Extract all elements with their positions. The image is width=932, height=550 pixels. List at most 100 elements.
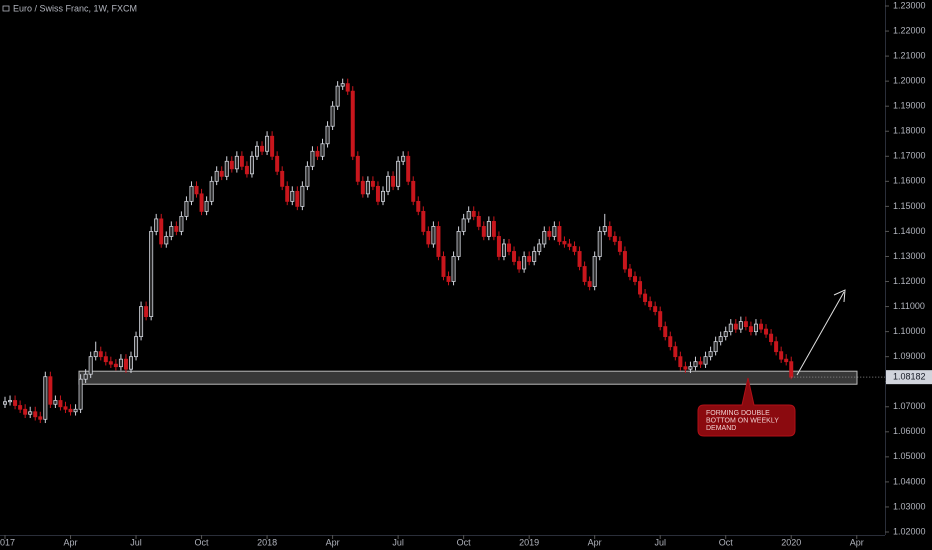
y-tick-label: 1.22000 — [893, 25, 926, 35]
arrow-head — [833, 289, 846, 303]
candle-body — [658, 311, 663, 328]
candle-body — [698, 361, 703, 365]
candle-body — [134, 336, 139, 358]
candle-body — [8, 400, 13, 403]
y-tick-label: 1.17000 — [893, 151, 926, 161]
candle-body — [743, 321, 748, 328]
candle-body — [118, 358, 123, 368]
candle-body — [572, 246, 577, 252]
candle-body — [648, 301, 653, 307]
candle-body — [577, 251, 582, 267]
candle-body — [496, 236, 501, 257]
candle-body — [244, 165, 249, 175]
candle-body — [320, 143, 325, 157]
candle-body — [108, 361, 113, 365]
candle-body — [300, 185, 305, 207]
candle-body — [481, 226, 486, 237]
candle-body — [678, 356, 683, 368]
annotation-line: DEMAND — [706, 425, 736, 432]
candle-body — [355, 155, 360, 182]
candle-body — [769, 333, 774, 343]
candle-body — [764, 328, 769, 335]
candle-body — [93, 351, 98, 358]
candle-body — [254, 145, 259, 157]
candle-body — [280, 170, 285, 187]
candle-body — [164, 236, 169, 245]
y-tick-label: 1.19000 — [893, 101, 926, 111]
candle-body — [733, 323, 738, 330]
candle-body — [622, 251, 627, 270]
candle-body — [607, 226, 612, 237]
candle-body — [542, 231, 547, 245]
candle-body — [113, 363, 118, 368]
candle-body — [562, 241, 567, 245]
candle-body — [18, 405, 23, 410]
candle-body — [13, 400, 18, 406]
candle-body — [370, 180, 375, 187]
candle-body — [476, 216, 481, 227]
y-tick-label: 1.05000 — [893, 451, 926, 461]
candle-body — [265, 135, 270, 152]
candle-body — [451, 256, 456, 282]
candle-body — [28, 411, 33, 415]
candle-body — [275, 155, 280, 172]
candle-body — [38, 416, 43, 420]
candle-body — [597, 231, 602, 257]
candle-body — [612, 236, 617, 242]
candle-body — [194, 185, 199, 195]
y-tick-label: 1.20000 — [893, 76, 926, 86]
candle-body — [189, 185, 194, 202]
x-tick-label: Apr — [326, 537, 340, 547]
y-tick-label: 1.02000 — [893, 526, 926, 536]
candle-body — [759, 323, 764, 330]
candle-body — [537, 243, 542, 252]
candle-body — [78, 378, 83, 410]
candle-body — [184, 200, 189, 217]
symbol-icon — [2, 5, 10, 12]
candle-body — [305, 165, 310, 187]
candle-body — [209, 180, 214, 202]
candle-body — [63, 406, 68, 410]
candle-body — [426, 231, 431, 245]
last-price-label: 1.08182 — [893, 372, 926, 382]
x-tick-label: Jul — [654, 537, 666, 547]
candle-body — [406, 155, 411, 182]
candle-body — [214, 170, 219, 182]
candle-body — [532, 251, 537, 262]
x-tick-label: Jul — [130, 537, 142, 547]
candle-body — [466, 210, 471, 220]
candle-body — [416, 200, 421, 212]
x-tick-label: Oct — [195, 537, 210, 547]
x-tick-label: Oct — [457, 537, 472, 547]
y-tick-label: 1.03000 — [893, 501, 926, 511]
y-tick-label: 1.06000 — [893, 426, 926, 436]
candle-body — [582, 266, 587, 282]
candle-body — [139, 306, 144, 338]
x-tick-label: Jul — [392, 537, 404, 547]
candle-body — [718, 336, 723, 343]
candle-body — [436, 226, 441, 257]
candle-body — [73, 408, 78, 413]
candle-body — [527, 256, 532, 262]
candle-body — [411, 180, 416, 202]
x-tick-label: Apr — [850, 537, 864, 547]
candle-body — [708, 351, 713, 358]
candle-body — [179, 216, 184, 232]
x-tick-label: 2019 — [519, 537, 539, 547]
candle-body — [3, 401, 8, 405]
x-tick-label: 2020 — [781, 537, 801, 547]
candle-body — [43, 376, 48, 420]
candle-body — [441, 256, 446, 277]
candle-body — [154, 218, 159, 232]
annotation-line: FORMING DOUBLE — [706, 410, 770, 417]
candle-body — [123, 358, 128, 370]
candle-body — [48, 376, 53, 405]
candle-body — [779, 351, 784, 360]
candle-body — [592, 256, 597, 287]
last-price-box — [886, 370, 932, 385]
candle-body — [688, 366, 693, 370]
candle-body — [401, 155, 406, 162]
candle-body — [335, 85, 340, 107]
